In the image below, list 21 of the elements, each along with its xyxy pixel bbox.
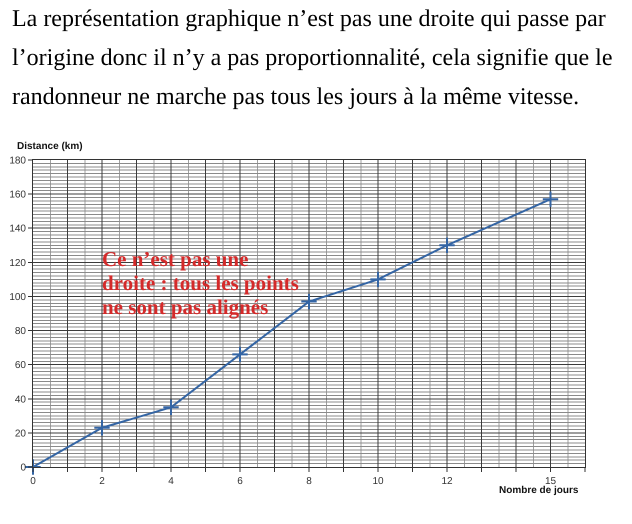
y-tick-label: 40: [14, 394, 26, 406]
x-tick-label: 2: [99, 476, 106, 487]
y-tick-label: 60: [14, 360, 26, 372]
y-tick-label: 20: [14, 428, 26, 440]
x-tick-label: 15: [544, 476, 556, 487]
y-tick-label: 140: [9, 224, 26, 235]
x-axis-title: Nombre de jours: [499, 485, 579, 496]
x-tick-label: 0: [30, 476, 36, 487]
x-tick-label: 12: [441, 476, 453, 487]
x-tick-label: 6: [237, 476, 244, 487]
y-tick-label: 180: [9, 156, 26, 166]
y-tick-label: 160: [9, 190, 26, 201]
y-tick-label: 0: [20, 462, 26, 474]
x-tick-label: 4: [168, 476, 174, 487]
y-tick-label: 80: [14, 326, 26, 338]
y-axis-title: Distance (km): [17, 141, 83, 152]
y-tick-label: 100: [9, 292, 26, 303]
x-tick-label: 10: [372, 476, 384, 487]
chart-title: La représentation graphique n’est pas une droite qui passe par l’origine donc il n’y a pas proportionnalité, cela signifie que le randonneur ne marche pas tous les jours à la même vitesse.: [12, 5, 614, 112]
x-tick-label: 8: [306, 476, 312, 487]
y-tick-label: 120: [9, 258, 26, 269]
